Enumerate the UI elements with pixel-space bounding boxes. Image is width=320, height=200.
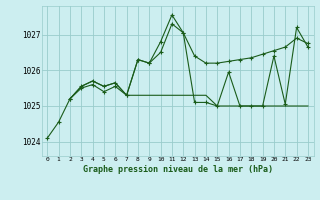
X-axis label: Graphe pression niveau de la mer (hPa): Graphe pression niveau de la mer (hPa) (83, 165, 273, 174)
